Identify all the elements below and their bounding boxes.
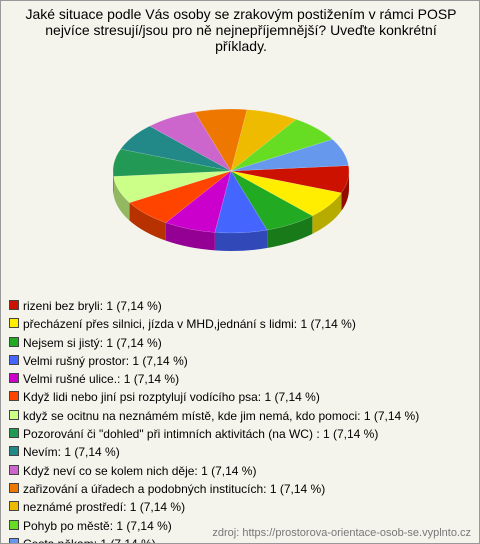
legend-label: zařizování a úřadech a podobných institu… xyxy=(23,482,270,496)
legend-value: 1 (7,14 %) xyxy=(129,500,186,515)
legend-value: 1 (7,14 %) xyxy=(264,390,320,405)
legend-label: rizeni bez bryli xyxy=(23,299,106,313)
legend-label: Když neví co se kolem nich děje xyxy=(23,464,201,478)
slice xyxy=(230,170,342,217)
legend-value: 1 (7,14 %) xyxy=(123,372,180,387)
legend-label: neznámé prostředí xyxy=(23,500,130,514)
slice xyxy=(214,170,268,234)
source: zdroj: https://prostorova-orientace-osob… xyxy=(212,527,471,539)
slice-side xyxy=(113,176,130,221)
legend-value: 1 (7,14 %) xyxy=(106,335,162,350)
legend-value: 1 (7,14 %) xyxy=(300,317,356,332)
legend-value: 1 (7,14 %) xyxy=(106,299,162,313)
slice xyxy=(230,119,333,172)
legend-swatch xyxy=(9,464,19,475)
legend-value: 1 (7,14 %) xyxy=(64,445,120,460)
legend-value: 1 (7,14 %) xyxy=(322,427,379,442)
legend-item: rizeni bez bryli1 (7,14 %) xyxy=(9,297,419,315)
legend-swatch xyxy=(9,391,19,402)
legend-swatch xyxy=(9,482,19,493)
slice xyxy=(230,109,297,172)
legend-value: 1 (7,14 %) xyxy=(116,518,172,533)
legend-swatch xyxy=(9,501,19,512)
slice-side xyxy=(214,230,268,251)
legend-swatch xyxy=(9,446,19,457)
slice-side xyxy=(129,202,166,241)
legend-value: 1 (7,14 %) xyxy=(132,353,188,368)
legend-item: Nejsem si jistý1 (7,14 %) xyxy=(9,334,419,352)
slice xyxy=(230,170,313,231)
legend-label: Nejsem si jistý xyxy=(23,336,106,350)
slice-side xyxy=(267,215,313,249)
legend: rizeni bez bryli1 (7,14 %)přecházení pře… xyxy=(9,297,419,544)
legend-item: přecházení přes silnici, jízda v MHD,jed… xyxy=(9,315,419,333)
legend-value: 1 (7,14 %) xyxy=(100,536,156,544)
legend-label: Když lidi nebo jiní psi rozptylují vodíc… xyxy=(23,390,264,404)
legend-item: Pozorování či "dohled" při intimních akt… xyxy=(9,425,419,443)
legend-swatch xyxy=(9,519,19,530)
legend-item: Velmi rušný prostor1 (7,14 %) xyxy=(9,352,419,370)
legend-swatch xyxy=(9,318,19,329)
slice-side xyxy=(341,171,349,211)
legend-item: zařizování a úřadech a podobných institu… xyxy=(9,480,419,498)
slice-side xyxy=(312,192,342,234)
legend-item: Cesta někam1 (7,14 %) xyxy=(9,535,419,544)
legend-item: Když lidi nebo jiní psi rozptylují vodíc… xyxy=(9,388,419,406)
slice xyxy=(149,111,232,172)
chart-title: Jaké situace podle Vás osoby se zrakovým… xyxy=(25,6,457,54)
legend-swatch xyxy=(9,409,19,420)
slice xyxy=(112,148,232,177)
legend-item: Pohyb po městě1 (7,14 %) xyxy=(9,517,419,535)
legend-label: Velmi rušné ulice. xyxy=(23,372,124,386)
legend-item: Velmi rušné ulice.1 (7,14 %) xyxy=(9,370,419,388)
legend-label: Velmi rušný prostor xyxy=(23,354,132,368)
slice xyxy=(129,170,232,223)
legend-label: Cesta někam xyxy=(23,537,100,543)
legend-label: Pozorování či "dohled" při intimních akt… xyxy=(23,427,323,441)
slice xyxy=(230,165,350,194)
legend-swatch xyxy=(9,373,19,384)
legend-item: Když neví co se kolem nich děje1 (7,14 %… xyxy=(9,462,419,480)
slice xyxy=(113,170,232,203)
slice xyxy=(230,139,349,172)
legend-label: přecházení přes silnici, jízda v MHD,jed… xyxy=(23,317,300,331)
legend-item: neznámé prostředí1 (7,14 %) xyxy=(9,498,419,516)
legend-swatch xyxy=(9,336,19,347)
legend-label: když se ocitnu na neznámém místě, kde ji… xyxy=(23,409,364,423)
legend-value: 1 (7,14 %) xyxy=(201,463,257,478)
legend-value: 1 (7,14 %) xyxy=(269,481,326,496)
legend-swatch xyxy=(9,354,19,365)
legend-label: Pohyb po městě xyxy=(23,519,116,533)
legend-swatch xyxy=(9,537,19,543)
legend-label: Nevím xyxy=(23,445,64,459)
legend-item: Nevím1 (7,14 %) xyxy=(9,443,419,461)
slice xyxy=(120,125,232,172)
legend-swatch xyxy=(9,428,19,439)
pie-area xyxy=(112,108,350,251)
legend-item: když se ocitnu na neznámém místě, kde ji… xyxy=(9,407,419,425)
legend-value: 1 (7,14 %) xyxy=(363,408,420,423)
slice xyxy=(165,170,232,233)
legend-swatch xyxy=(9,300,19,310)
slice xyxy=(194,108,248,172)
slice-side xyxy=(165,222,215,251)
